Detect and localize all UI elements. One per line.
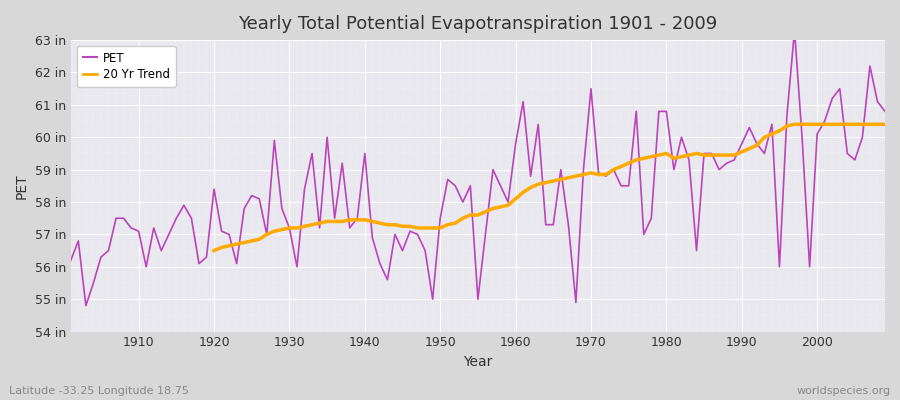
X-axis label: Year: Year	[464, 355, 492, 369]
20 Yr Trend	[789, 122, 800, 127]
20 Yr Trend	[676, 154, 687, 159]
PET	[80, 303, 91, 308]
Line: PET: PET	[71, 30, 885, 306]
20 Yr Trend	[412, 226, 423, 230]
PET	[510, 141, 521, 146]
20 Yr Trend	[857, 122, 868, 127]
Title: Yearly Total Potential Evapotranspiration 1901 - 2009: Yearly Total Potential Evapotranspiratio…	[238, 15, 717, 33]
Text: Latitude -33.25 Longitude 18.75: Latitude -33.25 Longitude 18.75	[9, 386, 189, 396]
PET	[608, 167, 619, 172]
Text: worldspecies.org: worldspecies.org	[796, 386, 891, 396]
PET	[518, 99, 528, 104]
PET	[299, 187, 310, 192]
PET	[345, 226, 356, 230]
Y-axis label: PET: PET	[15, 173, 29, 199]
Line: 20 Yr Trend: 20 Yr Trend	[214, 124, 885, 251]
Legend: PET, 20 Yr Trend: PET, 20 Yr Trend	[76, 46, 176, 87]
PET	[133, 229, 144, 234]
20 Yr Trend	[767, 132, 778, 136]
PET	[879, 109, 890, 114]
PET	[66, 258, 77, 263]
20 Yr Trend	[209, 248, 220, 253]
20 Yr Trend	[299, 224, 310, 229]
20 Yr Trend	[781, 124, 792, 128]
PET	[789, 28, 800, 33]
20 Yr Trend	[879, 122, 890, 127]
